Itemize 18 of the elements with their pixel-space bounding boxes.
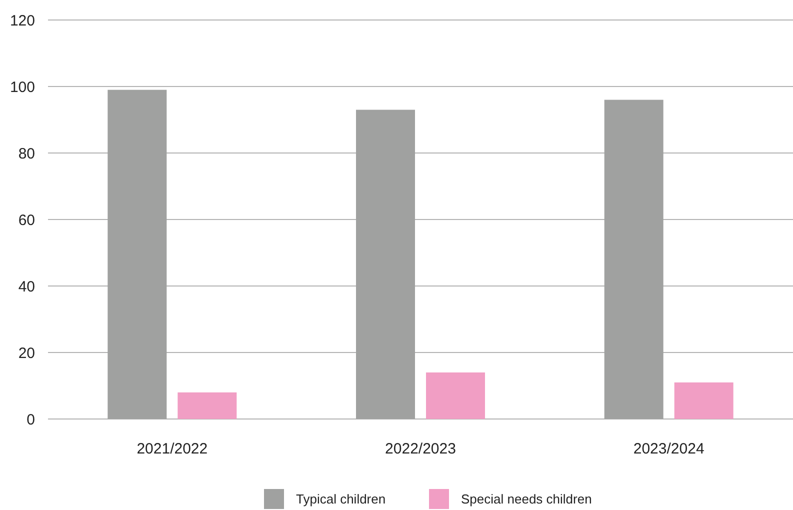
bar	[108, 90, 167, 419]
legend-label: Special needs children	[461, 492, 592, 507]
x-tick-label: 2021/2022	[136, 440, 208, 458]
bar	[178, 392, 237, 419]
y-tick-label: 80	[18, 145, 35, 162]
y-tick-label: 120	[10, 12, 35, 30]
legend-label: Typical children	[296, 492, 386, 507]
y-tick-label: 100	[10, 78, 35, 96]
y-tick-label: 20	[18, 344, 35, 362]
bar	[356, 110, 415, 419]
x-tick-label: 2023/2024	[633, 440, 704, 458]
x-tick-label: 2022/2023	[385, 440, 456, 458]
y-tick-label: 40	[18, 278, 35, 296]
y-tick-label: 60	[18, 212, 35, 229]
bar	[426, 372, 485, 419]
bar	[604, 100, 664, 419]
bar	[674, 382, 734, 419]
y-tick-label: 0	[26, 411, 35, 428]
